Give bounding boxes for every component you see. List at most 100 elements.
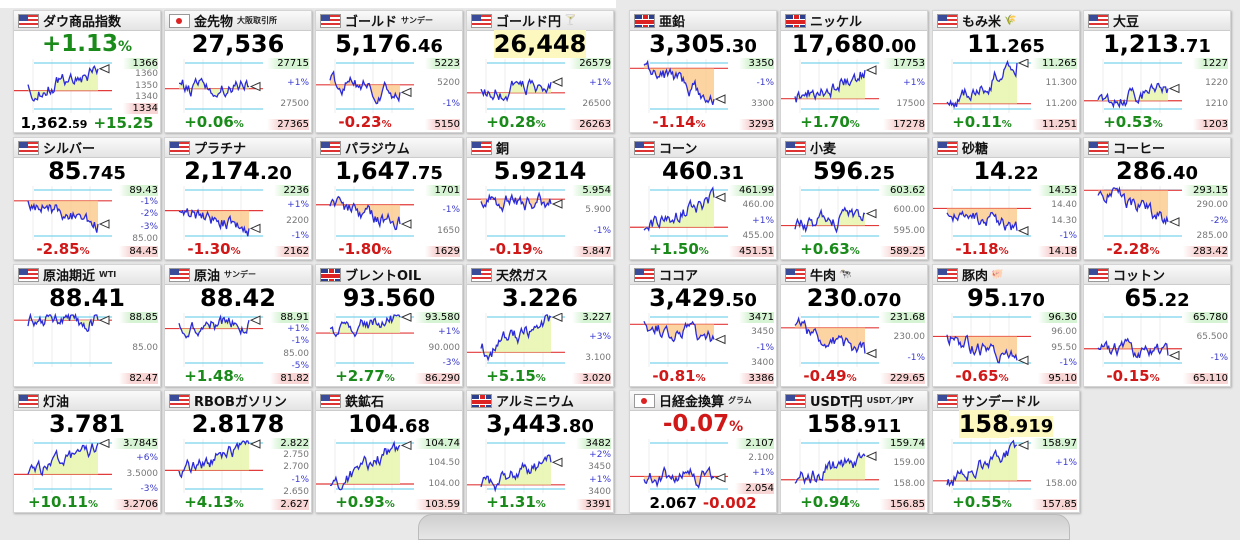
bottom-panel-handle[interactable] xyxy=(418,514,1070,540)
axis-label: +1% xyxy=(752,215,774,226)
price-label-column: 88.85 85.00 82.47 xyxy=(119,312,158,384)
axis-label: 90.000 xyxy=(428,342,461,353)
commodity-tile[interactable]: もみ米 🌾 11.265 11.265 11.300 11.200 11.251 +0.11% xyxy=(932,10,1080,133)
commodity-name: アルミニウム xyxy=(496,395,574,410)
commodity-tile[interactable]: 金先物 大阪取引所 27,536 27715 +1% 27500 27365 +0.06% xyxy=(164,10,312,133)
low-label: 82.47 xyxy=(119,373,158,384)
price-integer: 3,443 xyxy=(486,410,563,438)
price-area-fill xyxy=(795,70,865,103)
commodity-tile[interactable]: コットン 65.22 65.780 65.500 -1% 65.110 -0.15% xyxy=(1083,264,1231,387)
commodity-subtitle: 大阪取引所 xyxy=(237,16,278,25)
percent-sign: % xyxy=(79,246,90,257)
change-value: -0.07 xyxy=(662,411,730,437)
price-integer: 5.9214 xyxy=(493,157,587,185)
commodity-tile[interactable]: 原油期近 WTI 88.41 88.85 85.00 82.47 xyxy=(13,264,161,387)
commodity-name: もみ米 xyxy=(962,15,1002,30)
commodity-tile[interactable]: 豚肉 🐖 95.170 96.30 96.00 95.50 -1% 95.10 -0.65% xyxy=(932,264,1080,387)
low-label: 229.65 xyxy=(880,372,925,384)
low-label: 5.847 xyxy=(572,245,611,257)
current-price-marker xyxy=(1017,225,1029,236)
axis-label: 2.100 xyxy=(748,453,774,463)
high-label: 159.74 xyxy=(880,438,925,449)
price: 596.25 xyxy=(781,157,927,185)
price-integer: 230 xyxy=(806,284,857,312)
commodity-tile[interactable]: 牛肉 🐄 230.070 231.68 230.00 -1% 229.65 -0.49% xyxy=(780,264,928,387)
price-area-fill xyxy=(644,188,714,231)
percent-sign: % xyxy=(695,119,706,130)
price-line xyxy=(946,59,1018,109)
low-label: 1334 xyxy=(122,103,158,114)
tile-header: プラチナ xyxy=(165,138,311,158)
commodity-tile[interactable]: コーン 460.31 461.99 460.00 +1% 455.00 451.51 +1.5… xyxy=(629,137,777,260)
low-label: 65.110 xyxy=(1183,372,1228,384)
commodity-tile[interactable]: コーヒー 286.40 293.15 290.00 -2% 285.00 283.42 -2.… xyxy=(1083,137,1231,260)
commodity-tile[interactable]: ダウ商品指数 +1.13% 1366 1360 1350 1340 1334 1,362.59… xyxy=(13,10,161,133)
tile-header: 銅 xyxy=(467,138,613,158)
commodity-tile[interactable]: ゴールド サンデー 5,176.46 5223 5200 -1% 5150 -0.23% xyxy=(315,10,463,133)
axis-label: 1340 xyxy=(135,91,158,102)
commodity-tile[interactable]: 鉄鉱石 104.68 104.74 104.50 104.00 103.59 +0.93% xyxy=(315,390,463,513)
price-line xyxy=(643,320,715,343)
price-integer: 85 xyxy=(48,157,82,185)
price-label-column: 231.68 230.00 -1% 229.65 xyxy=(880,312,925,384)
low-label: 86.290 xyxy=(415,373,460,384)
price-sparkline-chart xyxy=(165,186,263,240)
axis-label: 3400 xyxy=(588,486,611,497)
price-label-column: 603.62 600.00 595.00 589.25 xyxy=(880,185,925,257)
price-sparkline-chart xyxy=(781,186,879,240)
price-decimal: .070 xyxy=(856,290,902,311)
commodity-name: コーン xyxy=(659,142,698,157)
high-label: 158.97 xyxy=(1032,438,1077,449)
current-price-marker xyxy=(1168,217,1180,227)
current-price-marker xyxy=(865,208,877,219)
change-percent: -0.15% xyxy=(1084,367,1182,385)
high-label: 17753 xyxy=(883,58,925,69)
commodity-name: パラジウム xyxy=(345,142,410,157)
current-price-marker xyxy=(1017,355,1029,366)
axis-label: 455.00 xyxy=(742,230,775,241)
flag-us-icon xyxy=(634,140,655,155)
price-area-fill xyxy=(330,71,400,104)
axis-label: -1% xyxy=(291,336,309,347)
commodity-tile[interactable]: 砂糖 14.22 14.53 14.40 14.30 -1% 14.18 -1.18% xyxy=(932,137,1080,260)
price-integer: 17,680 xyxy=(791,30,885,58)
commodity-tile[interactable]: 銅 5.9214 5.954 5.900 -1% 5.847 -0.19% xyxy=(466,137,614,260)
commodity-tile[interactable]: パラジウム 1,647.75 1701 -1% 1650 1629 -1.80% xyxy=(315,137,463,260)
commodity-tile[interactable]: 日経金換算 グラム -0.07% 2.107 2.100 +1% 2.054 2.067 -0.… xyxy=(629,390,777,513)
price-sparkline-chart xyxy=(316,186,414,240)
commodity-tile[interactable]: ゴールド円 🍸 26,448 26579 +1% 26500 26263 +0.28% xyxy=(466,10,614,133)
commodity-tile[interactable]: プラチナ 2,174.20 2236 +1% 2200 -1% 2162 -1.30% xyxy=(164,137,312,260)
high-label: 1366 xyxy=(122,58,158,69)
commodity-tile[interactable]: 亜鉛 3,305.30 3350 -1% 3300 3293 -1.14% xyxy=(629,10,777,133)
price-label-column: 96.30 96.00 95.50 -1% 95.10 xyxy=(1038,312,1077,384)
commodity-tile[interactable]: アルミニウム 3,443.80 3482 +2% 3450 +1% 3400 3391 +1.3… xyxy=(466,390,614,513)
flag-us-icon xyxy=(18,13,39,28)
current-price-marker xyxy=(1168,83,1180,94)
commodity-name: コットン xyxy=(1113,269,1166,284)
high-label: 3482 xyxy=(575,438,611,449)
commodity-tile[interactable]: シルバー 85.745 89.43 -1% -2% -3% 85.00 84.45 -2.85% xyxy=(13,137,161,260)
commodity-tile[interactable]: サンデードル 158.919 158.97 +1% 158.00 157.85 +0.55% xyxy=(932,390,1080,513)
commodity-name: コーヒー xyxy=(1113,142,1166,157)
commodity-tile[interactable]: 小麦 596.25 603.62 600.00 595.00 589.25 +0.63% xyxy=(780,137,928,260)
commodity-tile[interactable]: 天然ガス 3.226 3.227 +3% 3.100 3.020 +5.15% xyxy=(466,264,614,387)
commodity-tile[interactable]: 大豆 1,213.71 1227 1220 1210 1203 +0.53% xyxy=(1083,10,1231,133)
commodity-tile[interactable]: ブレントOIL 93.560 93.580 +1% 90.000 -3% 86.290 +2.… xyxy=(315,264,463,387)
axis-label: 1350 xyxy=(135,80,158,91)
commodity-tile[interactable]: 灯油 3.781 3.7845 +6% 3.5000 -3% 3.2706 +10.11% xyxy=(13,390,161,513)
price-label-column: 3350 -1% 3300 3293 xyxy=(738,58,774,130)
commodity-tile[interactable]: ニッケル 17,680.00 17753 +1% 17500 17278 +1.70% xyxy=(780,10,928,133)
change-value: -2.85 xyxy=(36,240,80,258)
percent-sign: % xyxy=(1001,499,1012,510)
price-line xyxy=(480,78,552,103)
tile-header: サンデードル xyxy=(933,391,1079,411)
commodity-tile[interactable]: RBOBガソリン 2.8178 2.822 2.750 2.700 -1% 2.650 2.6… xyxy=(164,390,312,513)
price-decimal: .68 xyxy=(398,416,430,437)
commodity-tile[interactable]: ココア 3,429.50 3471 3450 -1% 3400 3386 -0.81% xyxy=(629,264,777,387)
price-area-fill xyxy=(947,441,1017,486)
percent-sign: % xyxy=(729,419,744,435)
low-label: 17278 xyxy=(883,118,925,130)
commodity-tile[interactable]: USDT円 USDT／JPY 158.911 159.74 159.00 158.00 15… xyxy=(780,390,928,513)
commodity-tile[interactable]: 原油 サンデー 88.42 88.91 +1% -1% 85.00 -5% 81.82 +1.48… xyxy=(164,264,312,387)
price-label-column: 65.780 65.500 -1% 65.110 xyxy=(1183,312,1228,384)
